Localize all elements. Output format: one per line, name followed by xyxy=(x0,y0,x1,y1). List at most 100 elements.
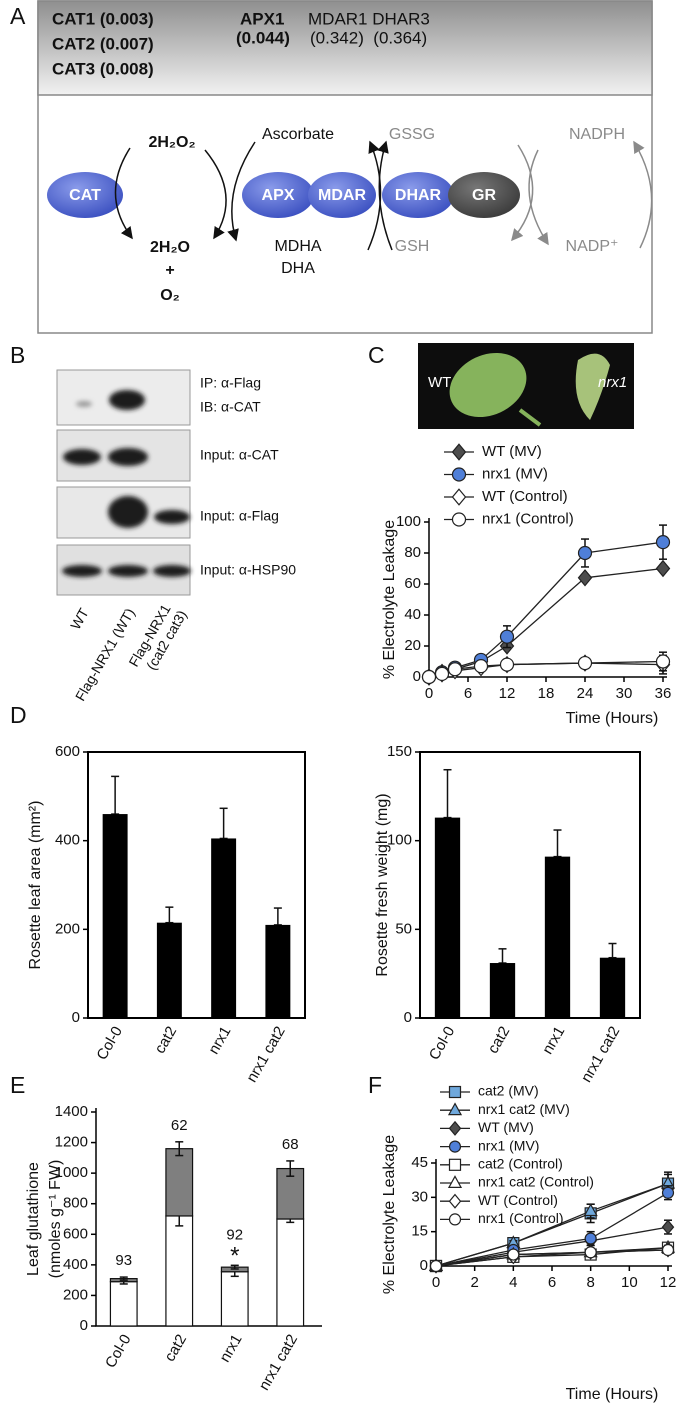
marker xyxy=(655,559,671,578)
diagram-header xyxy=(37,0,653,96)
metabolite: GSSG xyxy=(389,126,435,143)
gene-value: CAT1 (0.003) xyxy=(52,9,154,28)
legend-label: cat2 (Control) xyxy=(478,1156,563,1172)
bar xyxy=(265,924,291,1018)
y-tick-label: 40 xyxy=(404,606,421,623)
series-line xyxy=(435,1249,669,1267)
x-tick-label: nrx1 cat2 xyxy=(256,1331,302,1393)
x-tick-label: Col-0 xyxy=(102,1331,135,1371)
x-tick-label: 12 xyxy=(660,1274,677,1291)
series-line xyxy=(435,1192,669,1267)
gene-name: MDAR1 DHAR3 xyxy=(308,9,430,28)
marker xyxy=(448,1085,462,1099)
legend-label: nrx1 (MV) xyxy=(478,1137,539,1153)
x-axis-label: Time (Hours) xyxy=(566,1386,659,1403)
x-tick-label: cat2 xyxy=(161,1331,190,1364)
blot-label: IP: α-Flag xyxy=(200,375,261,391)
marker xyxy=(577,655,593,671)
marker xyxy=(448,1140,462,1153)
arrows xyxy=(114,140,653,251)
metabolite: 2H₂O xyxy=(150,239,190,256)
bar-segment xyxy=(165,1215,194,1327)
marker xyxy=(448,1158,462,1171)
x-tick-label: 36 xyxy=(655,685,672,702)
y-tick-label: 150 xyxy=(387,743,412,760)
marker xyxy=(661,1186,675,1199)
x-tick-label: 8 xyxy=(586,1274,594,1291)
enzyme xyxy=(308,172,376,218)
metabolite: 2H₂O₂ xyxy=(148,134,195,151)
series-line xyxy=(435,1182,669,1267)
y-tick-label: 600 xyxy=(63,1225,88,1242)
y-axis-label: Rosette fresh weight (mg) xyxy=(374,793,391,976)
marker xyxy=(499,629,515,644)
y-tick-label: 80 xyxy=(404,544,421,561)
marker xyxy=(451,488,467,506)
legend-label: nrx1 (Control) xyxy=(482,510,574,527)
enzyme-label: APX xyxy=(262,187,295,204)
metabolite: MDHA xyxy=(274,238,321,255)
y-tick-label: 50 xyxy=(395,920,412,937)
x-tick-label: 0 xyxy=(432,1274,440,1291)
y-tick-label: 45 xyxy=(411,1154,428,1171)
marker xyxy=(451,467,467,482)
panel-label: F xyxy=(368,1072,382,1098)
metabolite: NADPH xyxy=(569,126,625,143)
marker xyxy=(577,569,593,587)
bar xyxy=(156,922,182,1018)
x-tick-label: 2 xyxy=(470,1274,478,1291)
photo-label: WT xyxy=(428,374,451,391)
y-tick-label: 1000 xyxy=(55,1164,88,1181)
metabolite: GSH xyxy=(395,238,430,255)
leaf-stem xyxy=(518,408,542,427)
x-tick-label: cat2 xyxy=(151,1023,180,1056)
panel-label: D xyxy=(10,702,27,728)
y-axis-label: (nmoles g⁻¹ FW) xyxy=(47,1160,64,1279)
y-tick-label: 15 xyxy=(411,1223,428,1240)
metabolite: Ascorbate xyxy=(262,126,334,143)
bar xyxy=(434,817,461,1018)
gene-value: CAT3 (0.008) xyxy=(52,59,154,78)
x-tick-label: nrx1 cat2 xyxy=(243,1023,289,1085)
legend-label: WT (MV) xyxy=(482,443,542,460)
x-axis-label: Time (Hours) xyxy=(566,710,659,727)
y-tick-label: 1400 xyxy=(55,1103,88,1120)
panel-label: B xyxy=(10,342,25,368)
gene-value: (0.044) xyxy=(236,28,290,47)
marker xyxy=(577,545,593,561)
bar-label: 93 xyxy=(115,1252,132,1269)
marker xyxy=(434,666,450,682)
bar-label: 68 xyxy=(282,1136,299,1153)
y-tick-label: 200 xyxy=(63,1286,88,1303)
enzyme-label: DHAR xyxy=(395,187,442,204)
panel-label: A xyxy=(10,3,26,29)
marker xyxy=(448,1120,462,1136)
panel-label: C xyxy=(368,342,385,368)
enzyme-label: GR xyxy=(472,187,496,204)
y-tick-label: 100 xyxy=(387,832,412,849)
axis-line xyxy=(428,518,667,678)
y-axis-label: % Electrolyte Leakage xyxy=(381,520,398,679)
legend-label: nrx1 cat2 (Control) xyxy=(478,1174,594,1190)
bar-segment xyxy=(109,1281,138,1327)
marker xyxy=(584,1232,597,1245)
x-tick-label: 18 xyxy=(538,685,555,702)
metabolite: NADP⁺ xyxy=(566,238,619,255)
bar-label: 92 xyxy=(226,1226,243,1243)
legend-label: nrx1 (MV) xyxy=(482,465,548,482)
leaf xyxy=(449,352,527,418)
legend-label: WT (Control) xyxy=(482,488,568,505)
x-tick-label: 4 xyxy=(509,1274,517,1291)
blot-label: IB: α-CAT xyxy=(200,399,261,415)
marker xyxy=(447,1175,463,1189)
marker xyxy=(473,659,489,674)
marker xyxy=(507,1248,520,1261)
enzyme xyxy=(448,172,520,218)
y-tick-label: 600 xyxy=(55,743,80,760)
legend-label: nrx1 (Control) xyxy=(478,1210,564,1226)
y-tick-label: 200 xyxy=(55,920,80,937)
enzyme xyxy=(242,172,314,218)
y-axis-label: Rosette leaf area (mm²) xyxy=(27,801,44,970)
y-tick-label: 0 xyxy=(404,1009,412,1026)
